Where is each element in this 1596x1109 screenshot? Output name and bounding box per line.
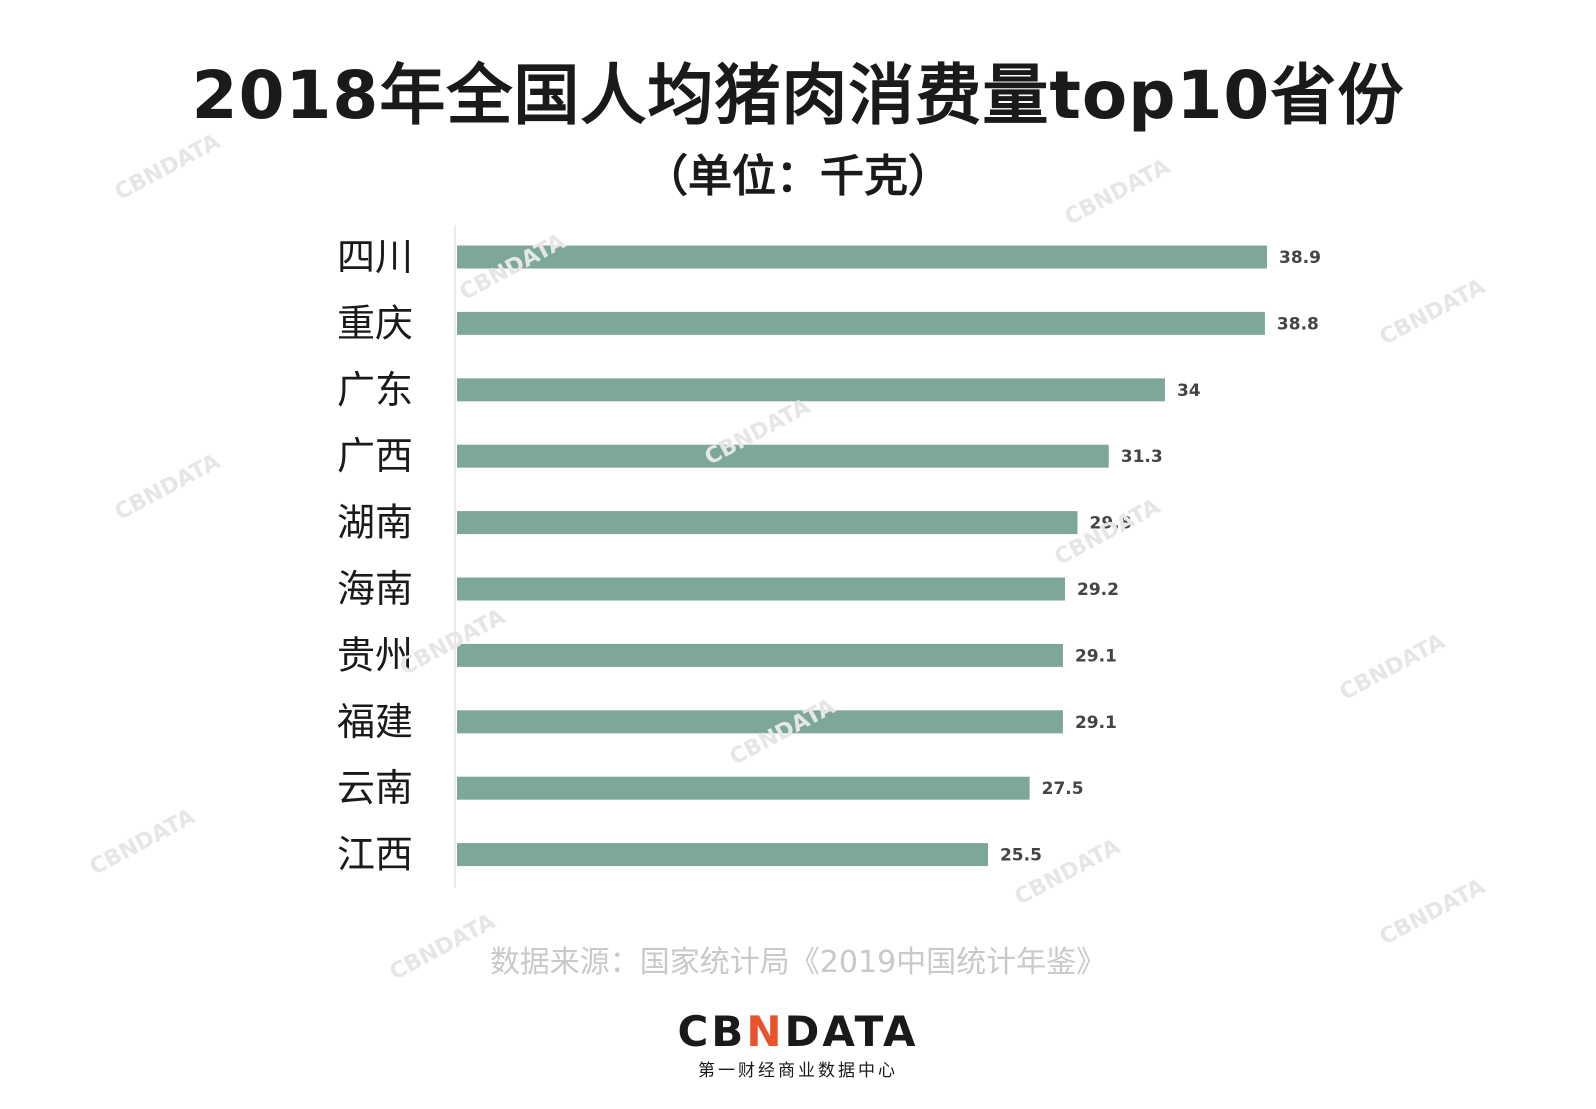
category-label: 湖南: [337, 501, 413, 545]
chart-subtitle: （单位：千克）: [644, 151, 952, 202]
logo-word-accent: N: [746, 1007, 785, 1056]
chart-title: 2018年全国人均猪肉消费量top10省份: [191, 57, 1405, 134]
data-label: 29.1: [1075, 646, 1117, 666]
bar: [457, 511, 1078, 535]
logo-tagline: 第一财经商业数据中心: [698, 1061, 898, 1081]
category-label: 广东: [337, 368, 413, 412]
category-label: 海南: [337, 567, 413, 611]
bar: [457, 710, 1063, 734]
data-label: 38.8: [1277, 314, 1319, 334]
data-label: 25.5: [1000, 846, 1042, 866]
data-label: 31.3: [1121, 447, 1163, 467]
category-label: 江西: [337, 833, 413, 877]
data-label: 29.1: [1075, 713, 1117, 733]
cbndata-logo: CBNDATA 第一财经商业数据中心: [0, 1010, 1596, 1082]
data-label: 34: [1177, 381, 1201, 401]
category-label: 贵州: [337, 633, 413, 677]
category-label: 广西: [337, 434, 413, 478]
bar: [457, 577, 1066, 601]
bar-chart: 四川 38.9 重庆 38.8 广东 34 广西 31.3 湖南 29.8 海南 29.2 贵州 29.1…: [337, 225, 1321, 888]
category-label: 四川: [337, 235, 413, 279]
data-label: 38.9: [1279, 248, 1321, 268]
category-label: 重庆: [337, 301, 413, 345]
bar: [457, 378, 1165, 402]
bar: [457, 444, 1109, 468]
logo-word-post: DATA: [784, 1007, 919, 1056]
category-label: 云南: [337, 766, 413, 810]
bar: [457, 776, 1030, 800]
data-label: 29.2: [1077, 580, 1119, 600]
data-label: 27.5: [1042, 779, 1084, 799]
category-label: 福建: [337, 700, 413, 744]
bar: [457, 245, 1267, 269]
bar: [457, 643, 1063, 667]
logo-wordmark: CBNDATA: [0, 1010, 1596, 1054]
bar: [457, 843, 988, 867]
data-source-note: 数据来源：国家统计局《2019中国统计年鉴》: [489, 945, 1107, 980]
data-label: 29.8: [1090, 514, 1132, 534]
logo-word-pre: CB: [677, 1007, 747, 1056]
bar: [457, 311, 1265, 335]
